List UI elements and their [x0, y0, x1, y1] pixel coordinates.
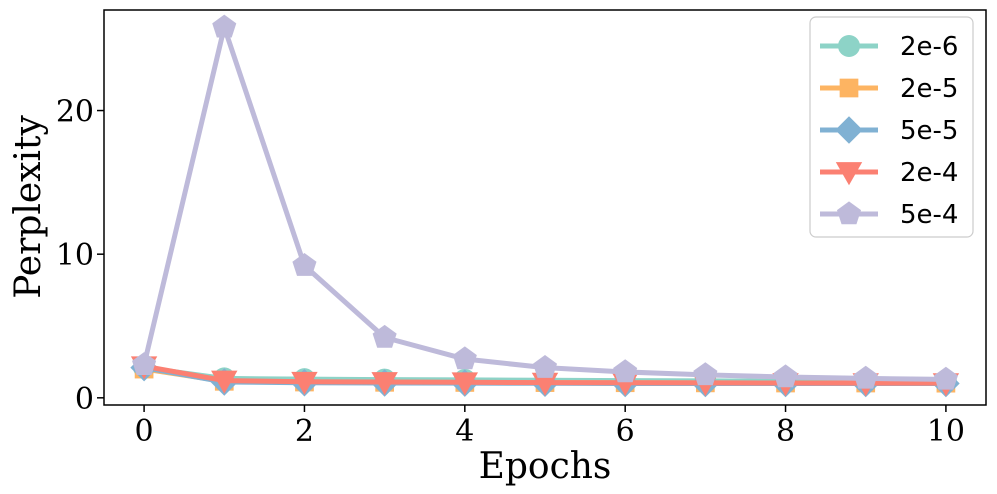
legend-marker-2e-6 [838, 35, 860, 57]
legend-label-5e-4: 5e-4 [900, 200, 958, 230]
data-point-5e-4-9 [853, 365, 878, 389]
data-point-2e-4-2 [291, 371, 318, 395]
legend-label-5e-5: 5e-5 [900, 116, 958, 146]
data-point-5e-4-1 [212, 14, 237, 38]
legend: 2e-6 2e-5 5e-5 2e-4 5e-4 [809, 16, 974, 238]
data-point-5e-4-6 [613, 359, 638, 383]
series-layer [130, 14, 960, 398]
data-point-5e-4-2 [292, 253, 317, 276]
data-point-2e-4-1 [211, 370, 238, 394]
data-point-5e-4-5 [532, 355, 558, 378]
y-axis-label: Perplexity [8, 115, 49, 299]
y-tick-label-20: 20 [56, 95, 94, 130]
x-tick-label-8: 8 [776, 414, 795, 449]
legend-marker-2e-5 [839, 78, 859, 98]
legend-marker-2e-4 [835, 162, 863, 186]
legend-label-2e-6: 2e-6 [900, 32, 958, 62]
legend-marker-5e-4 [836, 201, 862, 225]
x-tick-label-0: 0 [135, 414, 154, 449]
legend-label-2e-5: 2e-5 [900, 74, 958, 104]
x-tick-label-2: 2 [295, 414, 314, 449]
data-point-5e-4-3 [372, 324, 397, 348]
legend-marker-5e-5 [835, 116, 863, 144]
data-point-5e-4-0 [132, 352, 157, 376]
x-axis-label: Epochs [479, 446, 612, 487]
x-tick-label-4: 4 [455, 414, 474, 449]
legend-label-2e-4: 2e-4 [900, 158, 958, 188]
ticks-layer: 0 2 4 6 8 10 0 10 20 [56, 95, 965, 449]
data-point-5e-4-7 [693, 362, 718, 386]
data-point-5e-4-10 [933, 366, 958, 390]
x-tick-label-6: 6 [616, 414, 635, 449]
data-point-2e-4-4 [451, 372, 479, 396]
plot-frame [103, 9, 987, 406]
series-5e-4 [132, 14, 958, 390]
x-tick-label-10: 10 [927, 414, 965, 449]
data-point-2e-4-3 [371, 372, 398, 396]
data-point-5e-4-8 [773, 364, 798, 388]
y-tick-label-0: 0 [75, 382, 94, 417]
data-point-2e-4-5 [531, 372, 559, 396]
y-tick-label-10: 10 [56, 238, 94, 273]
data-point-5e-4-4 [452, 346, 477, 370]
